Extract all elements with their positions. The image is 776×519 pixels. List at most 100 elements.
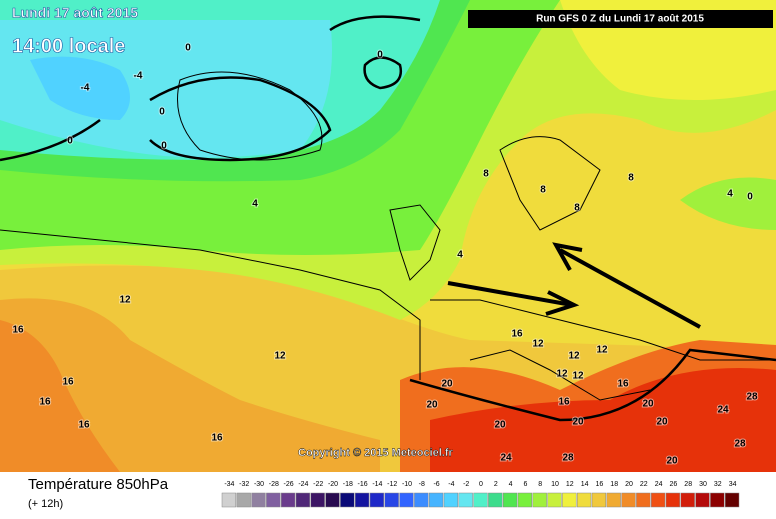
contour-label: 16 bbox=[39, 397, 51, 408]
contour-label: 0 bbox=[377, 50, 383, 61]
legend-swatch bbox=[280, 492, 296, 508]
legend-swatch bbox=[266, 492, 281, 508]
run-box bbox=[468, 10, 773, 28]
contour-label: 12 bbox=[119, 295, 131, 306]
contour-label: 12 bbox=[274, 351, 286, 362]
legend-swatch bbox=[295, 492, 311, 508]
contour-label: 8 bbox=[540, 185, 546, 196]
date-label: Lundi 17 août 2015 bbox=[12, 5, 138, 21]
contour-label: 16 bbox=[62, 377, 74, 388]
legend-value: -10 bbox=[402, 481, 412, 488]
contour-label: 20 bbox=[656, 417, 668, 428]
legend-value: 32 bbox=[714, 481, 722, 488]
legend-value: -34 bbox=[224, 481, 234, 488]
contour-label: 16 bbox=[78, 420, 90, 431]
contour-label: 8 bbox=[628, 173, 634, 184]
legend-value: 14 bbox=[581, 481, 589, 488]
legend-swatch bbox=[443, 492, 459, 508]
legend-swatch bbox=[710, 492, 725, 508]
legend-value: 20 bbox=[625, 481, 633, 488]
legend-value: 10 bbox=[551, 481, 559, 488]
contour-label: 16 bbox=[617, 379, 629, 390]
legend-value: -8 bbox=[419, 481, 425, 488]
legend-value: 16 bbox=[596, 481, 604, 488]
copyright: Copyright © 2015 Meteociel.fr bbox=[298, 447, 454, 459]
contour-label: 12 bbox=[568, 351, 580, 362]
legend-swatch bbox=[695, 492, 710, 508]
legend-swatch bbox=[665, 492, 681, 508]
legend-swatch bbox=[502, 492, 518, 508]
legend-swatch bbox=[606, 492, 621, 508]
contour-24 bbox=[409, 348, 776, 422]
run-label: Run GFS 0 Z du Lundi 17 août 2015 bbox=[536, 14, 704, 25]
legend-value: 28 bbox=[684, 481, 692, 488]
legend-value: -24 bbox=[298, 481, 308, 488]
legend-swatch bbox=[488, 492, 503, 508]
contour-label: 24 bbox=[500, 453, 512, 464]
legend-value: -22 bbox=[313, 481, 323, 488]
contour-label: 12 bbox=[596, 345, 608, 356]
legend-swatch bbox=[221, 492, 237, 508]
legend-swatch bbox=[680, 492, 695, 508]
legend-value: -4 bbox=[448, 481, 454, 488]
legend-swatch bbox=[621, 492, 636, 508]
coastlines bbox=[0, 71, 776, 401]
legend-value: 34 bbox=[729, 481, 737, 488]
cool-zone bbox=[680, 177, 776, 230]
legend-value: 30 bbox=[699, 481, 707, 488]
legend-value: 24 bbox=[655, 481, 663, 488]
legend-value: -30 bbox=[254, 481, 264, 488]
legend-swatch bbox=[473, 492, 488, 508]
contour-label: -4 bbox=[81, 83, 90, 94]
contour-label: 12 bbox=[556, 369, 568, 380]
contour-label: -4 bbox=[134, 71, 143, 82]
contour-label: 20 bbox=[426, 400, 438, 411]
legend-value: 12 bbox=[566, 481, 574, 488]
contour-label: 28 bbox=[562, 453, 574, 464]
contour-label: 20 bbox=[441, 379, 453, 390]
legend-swatch bbox=[532, 492, 547, 508]
contour-label: 20 bbox=[666, 456, 678, 467]
legend-swatch bbox=[310, 492, 325, 508]
contour-label: 24 bbox=[717, 405, 729, 416]
legend-swatch bbox=[562, 492, 577, 508]
contour-label: 16 bbox=[511, 329, 523, 340]
legend-value: -26 bbox=[284, 481, 294, 488]
contour-label: 16 bbox=[12, 325, 24, 336]
contour-label: 16 bbox=[558, 397, 570, 408]
contour-label: 8 bbox=[574, 203, 580, 214]
legend-value: -18 bbox=[343, 481, 353, 488]
contour-label: 28 bbox=[734, 439, 746, 450]
contour-label: 12 bbox=[532, 339, 544, 350]
contour-label: 4 bbox=[457, 250, 463, 261]
cold-zone bbox=[0, 20, 332, 158]
warm-zone bbox=[0, 320, 120, 472]
contour-label: 28 bbox=[746, 392, 758, 403]
legend-swatch bbox=[340, 492, 355, 508]
legend-title: Température 850hPa bbox=[28, 476, 169, 493]
arrows bbox=[447, 242, 701, 329]
legend-value: 8 bbox=[538, 481, 542, 488]
legend-value: -12 bbox=[387, 481, 397, 488]
time-label: 14:00 locale bbox=[12, 35, 125, 57]
legend-value: 0 bbox=[479, 481, 483, 488]
contour-zero bbox=[0, 15, 421, 162]
legend-value: -16 bbox=[358, 481, 368, 488]
contour-label: 12 bbox=[572, 371, 584, 382]
legend-value: -20 bbox=[328, 481, 338, 488]
legend-value: 22 bbox=[640, 481, 648, 488]
legend-value: -14 bbox=[372, 481, 382, 488]
legend-value: -28 bbox=[269, 481, 279, 488]
legend-swatch bbox=[354, 492, 370, 508]
legend-value: -6 bbox=[433, 481, 439, 488]
legend-value: 4 bbox=[509, 481, 513, 488]
legend-swatch bbox=[650, 492, 666, 508]
contour-label: 0 bbox=[185, 43, 191, 54]
legend-swatch bbox=[517, 492, 533, 508]
hot-zone bbox=[430, 368, 776, 472]
legend-value: 26 bbox=[670, 481, 678, 488]
contour-label: 0 bbox=[159, 107, 165, 118]
contour-label: 0 bbox=[67, 136, 73, 147]
legend-swatch bbox=[369, 492, 385, 508]
